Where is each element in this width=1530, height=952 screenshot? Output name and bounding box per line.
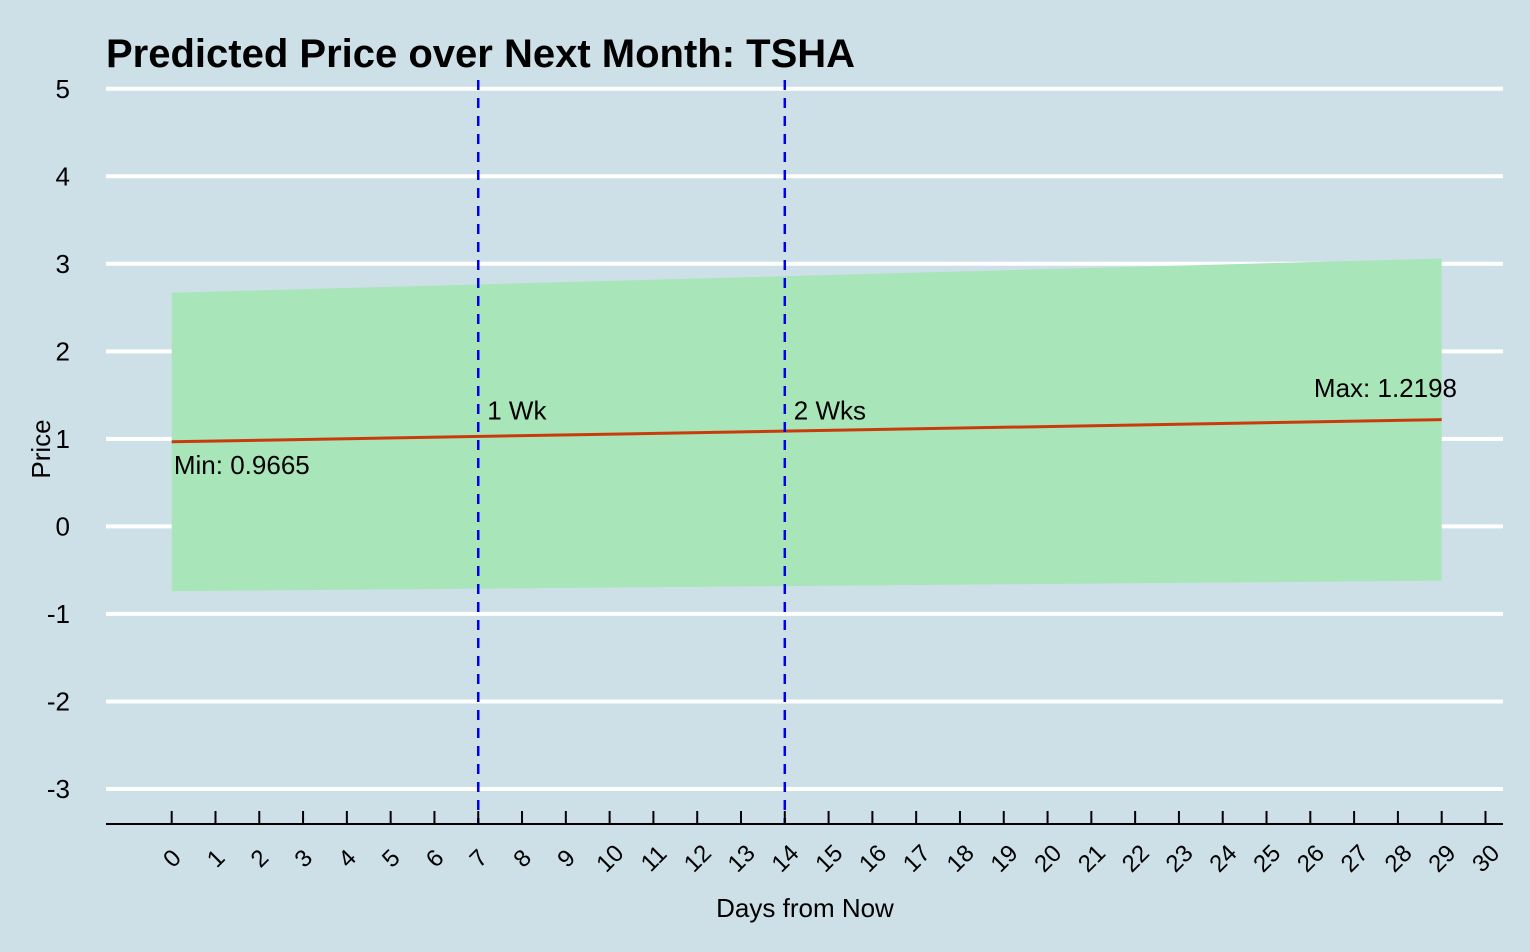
x-tick-label: 13 xyxy=(723,840,761,878)
x-tick-label: 8 xyxy=(508,844,537,873)
y-tick-label: 2 xyxy=(56,336,70,366)
x-tick-label: 23 xyxy=(1161,840,1199,878)
y-tick-label: 1 xyxy=(56,424,70,454)
week-marker-label: 2 Wks xyxy=(794,396,866,426)
y-tick-label: 5 xyxy=(56,74,70,104)
series-line xyxy=(171,418,1442,444)
x-tick-label: 19 xyxy=(985,840,1023,878)
x-tick-label: 1 xyxy=(202,844,231,873)
x-tick-label: 5 xyxy=(377,844,406,873)
confidence-band xyxy=(171,258,1442,592)
min-annotation: Min: 0.9665 xyxy=(174,450,310,480)
x-tick-label: 26 xyxy=(1292,840,1330,878)
x-tick-label: 6 xyxy=(421,844,450,873)
y-axis-ticks: -3 -2 -1 0 1 2 3 4 5 xyxy=(47,74,70,804)
x-tick-label: 15 xyxy=(810,840,848,878)
x-tick-label: 16 xyxy=(854,840,892,878)
y-tick-label: 3 xyxy=(56,249,70,279)
max-annotation: Max: 1.2198 xyxy=(1314,373,1457,403)
x-tick-label: 25 xyxy=(1248,840,1286,878)
x-tick-label: 4 xyxy=(333,844,362,873)
y-tick-label: -1 xyxy=(47,599,70,629)
x-axis-label: Days from Now xyxy=(716,893,894,923)
y-tick-label: -3 xyxy=(47,774,70,804)
x-tick-label: 3 xyxy=(289,844,318,873)
x-tick-label: 2 xyxy=(246,844,275,873)
x-tick-label: 9 xyxy=(552,844,581,873)
x-tick-label: 22 xyxy=(1117,840,1155,878)
x-tick-label: 0 xyxy=(158,844,187,873)
y-axis-label: Price xyxy=(26,419,56,478)
y-tick-label: 4 xyxy=(56,161,70,191)
y-tick-label: -2 xyxy=(47,686,70,716)
x-tick-label: 17 xyxy=(898,840,936,878)
x-tick-label: 18 xyxy=(942,840,980,878)
x-tick-label: 27 xyxy=(1336,840,1374,878)
x-tick-label: 10 xyxy=(591,840,629,878)
x-axis: 0 1 2 3 4 5 6 7 8 9 10 11 12 13 14 15 16 17 18 19 20 21 22 23 24… xyxy=(106,811,1505,878)
x-tick-label: 21 xyxy=(1073,840,1111,878)
x-tick-label: 14 xyxy=(767,840,805,878)
x-tick-label: 12 xyxy=(679,840,717,878)
week-marker-label: 1 Wk xyxy=(487,396,547,426)
x-tick-label: 29 xyxy=(1423,840,1461,878)
x-tick-label: 28 xyxy=(1380,840,1418,878)
x-tick-label: 24 xyxy=(1204,840,1242,878)
x-tick-label: 7 xyxy=(465,844,494,873)
y-tick-label: 0 xyxy=(56,511,70,541)
annotations: Min: 0.9665 Max: 1.2198 xyxy=(174,373,1457,480)
x-tick-label: 30 xyxy=(1467,840,1505,878)
x-tick-label: 11 xyxy=(636,840,673,877)
chart-title: Predicted Price over Next Month: TSHA xyxy=(106,32,855,76)
week-markers: 1 Wk 2 Wks xyxy=(476,80,866,824)
x-tick-label: 20 xyxy=(1029,840,1067,878)
